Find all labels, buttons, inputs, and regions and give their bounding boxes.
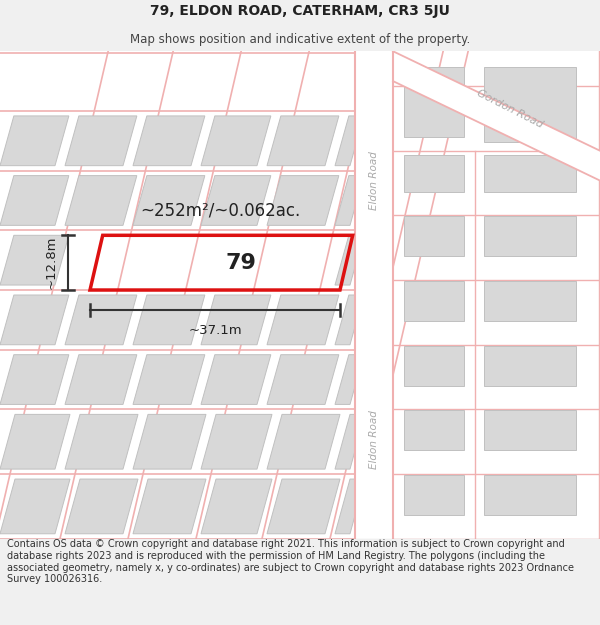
Bar (404, 281, 464, 321)
Polygon shape (65, 116, 137, 166)
Polygon shape (133, 295, 205, 345)
Bar (484, 346, 576, 386)
Bar (484, 155, 576, 191)
Polygon shape (133, 414, 206, 469)
Text: Map shows position and indicative extent of the property.: Map shows position and indicative extent… (130, 34, 470, 46)
Polygon shape (335, 116, 364, 166)
Text: Eldon Road: Eldon Road (369, 410, 379, 469)
Polygon shape (133, 355, 205, 404)
Text: 79: 79 (226, 253, 257, 272)
Text: Contains OS data © Crown copyright and database right 2021. This information is : Contains OS data © Crown copyright and d… (7, 539, 574, 584)
Polygon shape (201, 355, 271, 404)
Polygon shape (65, 295, 137, 345)
Text: Eldon Road: Eldon Road (369, 151, 379, 210)
Polygon shape (267, 176, 339, 226)
Polygon shape (393, 51, 600, 181)
Bar (404, 216, 464, 256)
Bar (404, 475, 464, 515)
Polygon shape (0, 235, 69, 285)
Polygon shape (201, 176, 271, 226)
Polygon shape (0, 479, 70, 534)
Polygon shape (335, 176, 364, 226)
Bar (404, 346, 464, 386)
Polygon shape (335, 295, 364, 345)
Polygon shape (65, 176, 137, 226)
Polygon shape (65, 479, 138, 534)
Polygon shape (267, 414, 340, 469)
Text: 79, ELDON ROAD, CATERHAM, CR3 5JU: 79, ELDON ROAD, CATERHAM, CR3 5JU (150, 4, 450, 18)
Polygon shape (335, 414, 365, 469)
Polygon shape (201, 479, 272, 534)
Polygon shape (0, 176, 69, 226)
Bar (404, 67, 464, 137)
Bar (484, 216, 576, 256)
Text: Gordon Road: Gordon Road (475, 88, 545, 130)
Polygon shape (201, 414, 272, 469)
Polygon shape (267, 116, 339, 166)
Polygon shape (201, 295, 271, 345)
Bar (404, 155, 464, 191)
Text: ~37.1m: ~37.1m (188, 324, 242, 337)
Bar (484, 67, 576, 142)
Text: ~12.8m: ~12.8m (45, 236, 58, 289)
Bar (484, 411, 576, 450)
Polygon shape (267, 479, 340, 534)
Polygon shape (65, 355, 137, 404)
Polygon shape (335, 355, 364, 404)
Polygon shape (335, 235, 364, 285)
Bar (355, 51, 393, 539)
Polygon shape (133, 116, 205, 166)
Polygon shape (0, 414, 70, 469)
Polygon shape (201, 116, 271, 166)
Polygon shape (65, 414, 138, 469)
Polygon shape (0, 116, 69, 166)
Polygon shape (133, 176, 205, 226)
Polygon shape (0, 295, 69, 345)
Polygon shape (335, 479, 365, 534)
Bar (404, 411, 464, 450)
Polygon shape (0, 355, 69, 404)
Text: ~252m²/~0.062ac.: ~252m²/~0.062ac. (140, 201, 300, 219)
Bar (484, 475, 576, 515)
Polygon shape (133, 479, 206, 534)
Polygon shape (267, 295, 339, 345)
Polygon shape (267, 355, 339, 404)
Bar (484, 281, 576, 321)
